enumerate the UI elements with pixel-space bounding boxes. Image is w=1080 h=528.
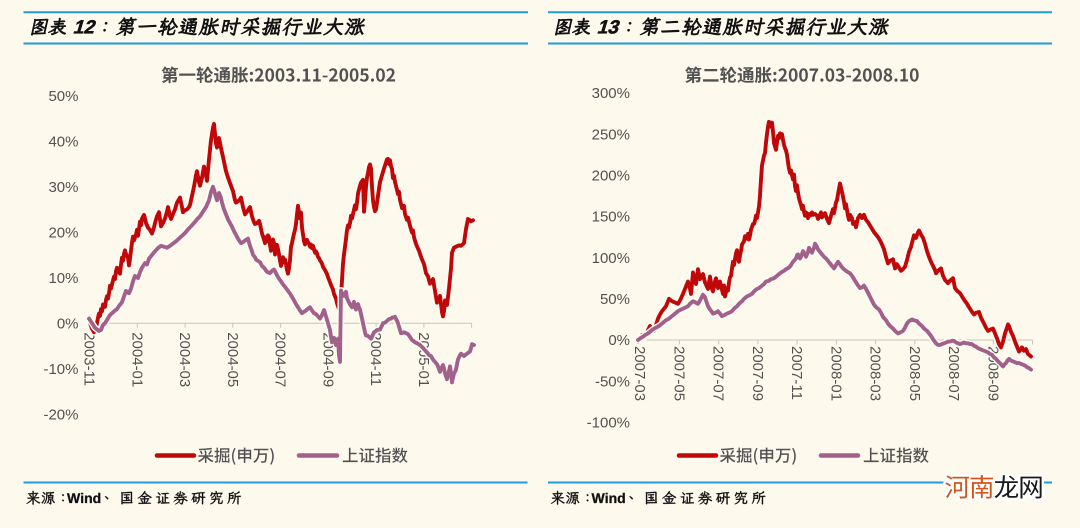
svg-text:2004-01: 2004-01 [128, 332, 145, 387]
svg-text:2004-07: 2004-07 [272, 332, 289, 387]
svg-text:2004-09: 2004-09 [319, 332, 336, 387]
svg-text:30%: 30% [48, 179, 78, 196]
svg-text:-100%: -100% [587, 415, 630, 432]
svg-text:10%: 10% [48, 270, 78, 287]
svg-text:0%: 0% [57, 315, 79, 332]
svg-text:2007-09: 2007-09 [749, 346, 766, 401]
svg-text:2007-07: 2007-07 [710, 346, 727, 401]
svg-text:2008-05: 2008-05 [906, 346, 923, 401]
svg-text:2003-11: 2003-11 [81, 332, 98, 386]
svg-text:2008-03: 2008-03 [867, 346, 884, 401]
svg-text:100%: 100% [592, 250, 630, 267]
svg-text:2004-05: 2004-05 [224, 332, 241, 387]
svg-text:2004-11: 2004-11 [367, 332, 384, 386]
svg-text:0%: 0% [608, 332, 630, 349]
svg-text:50%: 50% [48, 88, 78, 105]
svg-text:2007-05: 2007-05 [670, 346, 687, 401]
svg-text:2008-01: 2008-01 [827, 346, 844, 401]
svg-text:2008-07: 2008-07 [945, 346, 962, 401]
svg-text:2007-11: 2007-11 [788, 346, 805, 400]
svg-text:200%: 200% [592, 168, 630, 185]
svg-text:250%: 250% [592, 126, 630, 143]
svg-text:150%: 150% [592, 209, 630, 226]
svg-text:-10%: -10% [43, 361, 78, 378]
svg-text:-50%: -50% [595, 373, 630, 390]
svg-text:2007-03: 2007-03 [631, 346, 648, 401]
svg-text:300%: 300% [592, 85, 630, 102]
svg-text:20%: 20% [48, 224, 78, 241]
svg-text:2004-03: 2004-03 [176, 332, 193, 387]
svg-text:50%: 50% [600, 291, 630, 308]
svg-text:40%: 40% [48, 133, 78, 150]
svg-text:-20%: -20% [43, 406, 78, 423]
